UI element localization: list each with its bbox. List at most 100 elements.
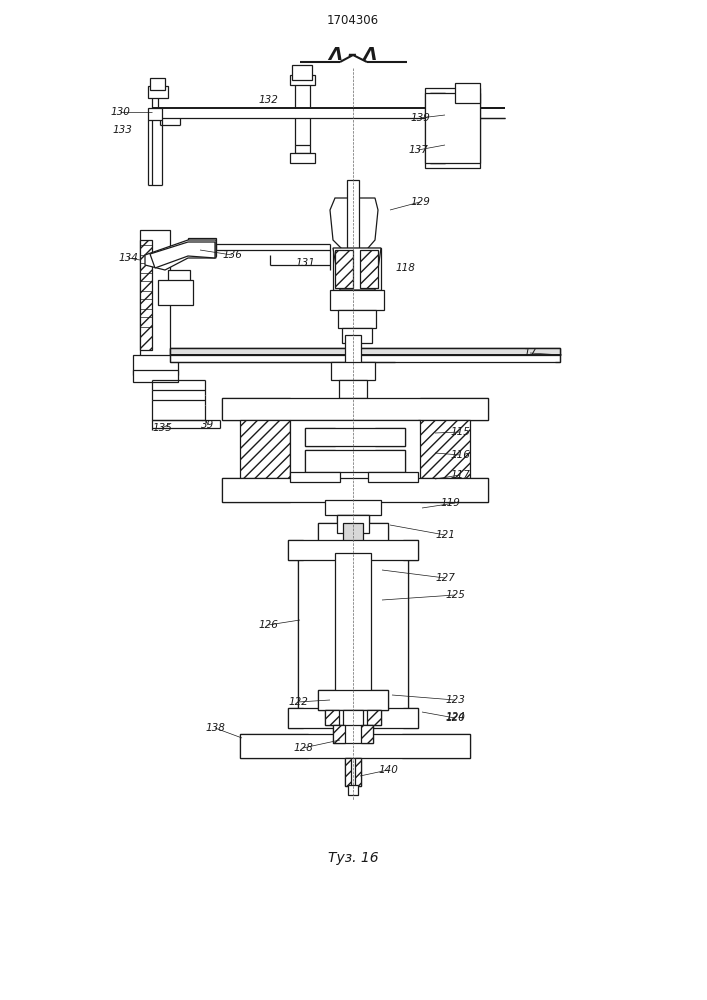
- Bar: [140, 230, 170, 360]
- Bar: [158, 280, 193, 305]
- Bar: [298, 550, 408, 710]
- Bar: [290, 472, 340, 482]
- Bar: [425, 88, 480, 168]
- Text: 134: 134: [118, 253, 138, 263]
- Bar: [318, 690, 335, 710]
- Bar: [240, 734, 470, 758]
- Bar: [367, 710, 381, 725]
- Bar: [455, 83, 480, 103]
- Bar: [240, 420, 290, 480]
- Bar: [288, 708, 418, 728]
- Bar: [188, 238, 216, 256]
- Text: 117: 117: [450, 470, 470, 480]
- Bar: [240, 734, 308, 758]
- Text: 121: 121: [435, 530, 455, 540]
- Bar: [325, 710, 339, 725]
- Bar: [290, 420, 420, 480]
- Text: 119: 119: [440, 498, 460, 508]
- Text: 127: 127: [435, 573, 455, 583]
- Bar: [333, 248, 381, 290]
- Bar: [168, 270, 190, 288]
- Bar: [368, 472, 418, 482]
- Text: 116: 116: [450, 450, 470, 460]
- Text: 1704306: 1704306: [327, 13, 379, 26]
- Polygon shape: [145, 240, 216, 270]
- Bar: [170, 348, 560, 355]
- Bar: [333, 725, 373, 743]
- Bar: [375, 428, 405, 446]
- Bar: [345, 758, 351, 786]
- Bar: [361, 725, 373, 743]
- Bar: [330, 290, 384, 310]
- Bar: [418, 420, 470, 480]
- Bar: [375, 450, 405, 472]
- Bar: [366, 523, 388, 553]
- Bar: [425, 93, 480, 163]
- Text: 137: 137: [408, 145, 428, 155]
- Bar: [170, 348, 560, 362]
- Bar: [383, 550, 408, 710]
- Bar: [288, 540, 303, 560]
- Text: 140: 140: [378, 765, 398, 775]
- Polygon shape: [333, 248, 381, 290]
- Bar: [148, 86, 168, 98]
- Bar: [348, 785, 358, 795]
- Bar: [345, 758, 361, 786]
- Text: 17: 17: [523, 348, 537, 358]
- Text: 120: 120: [445, 713, 465, 723]
- Text: Τуз. 16: Τуз. 16: [327, 851, 378, 865]
- Text: 129: 129: [410, 197, 430, 207]
- Bar: [305, 428, 335, 446]
- Text: 136: 136: [222, 250, 242, 260]
- Bar: [222, 398, 290, 420]
- Bar: [430, 93, 445, 163]
- Bar: [222, 398, 488, 420]
- Bar: [335, 553, 371, 708]
- Bar: [331, 362, 375, 380]
- Bar: [403, 540, 418, 560]
- Bar: [337, 515, 369, 533]
- Bar: [360, 250, 378, 290]
- Bar: [333, 725, 345, 743]
- Bar: [318, 690, 388, 710]
- Text: 135: 135: [152, 423, 172, 433]
- Text: 132: 132: [258, 95, 278, 105]
- Bar: [337, 515, 369, 525]
- Polygon shape: [330, 198, 378, 255]
- Bar: [402, 734, 470, 758]
- Text: 131: 131: [295, 258, 315, 268]
- Bar: [355, 758, 361, 786]
- Bar: [339, 380, 367, 398]
- Bar: [343, 710, 363, 735]
- Bar: [288, 540, 418, 560]
- Bar: [430, 93, 445, 163]
- Text: 39: 39: [201, 420, 215, 430]
- Text: 128: 128: [293, 743, 313, 753]
- Text: 126: 126: [258, 620, 278, 630]
- Bar: [305, 450, 405, 472]
- Polygon shape: [150, 242, 215, 268]
- Text: Λ – Λ: Λ – Λ: [328, 46, 378, 64]
- Bar: [298, 550, 323, 710]
- Bar: [325, 710, 381, 725]
- Bar: [222, 478, 290, 502]
- Text: 122: 122: [288, 697, 308, 707]
- Bar: [290, 153, 315, 163]
- Bar: [371, 690, 388, 710]
- Bar: [420, 398, 488, 420]
- Bar: [342, 328, 372, 343]
- Bar: [148, 108, 162, 120]
- Text: 118: 118: [395, 263, 415, 273]
- Text: 125: 125: [445, 590, 465, 600]
- Text: 115: 115: [450, 427, 470, 437]
- Text: 130: 130: [110, 107, 130, 117]
- Text: 123: 123: [445, 695, 465, 705]
- Bar: [347, 180, 359, 270]
- Bar: [338, 310, 376, 328]
- Bar: [292, 65, 312, 80]
- Bar: [360, 250, 378, 288]
- Bar: [318, 523, 340, 553]
- Bar: [133, 355, 178, 375]
- Bar: [325, 500, 381, 515]
- Bar: [290, 75, 315, 85]
